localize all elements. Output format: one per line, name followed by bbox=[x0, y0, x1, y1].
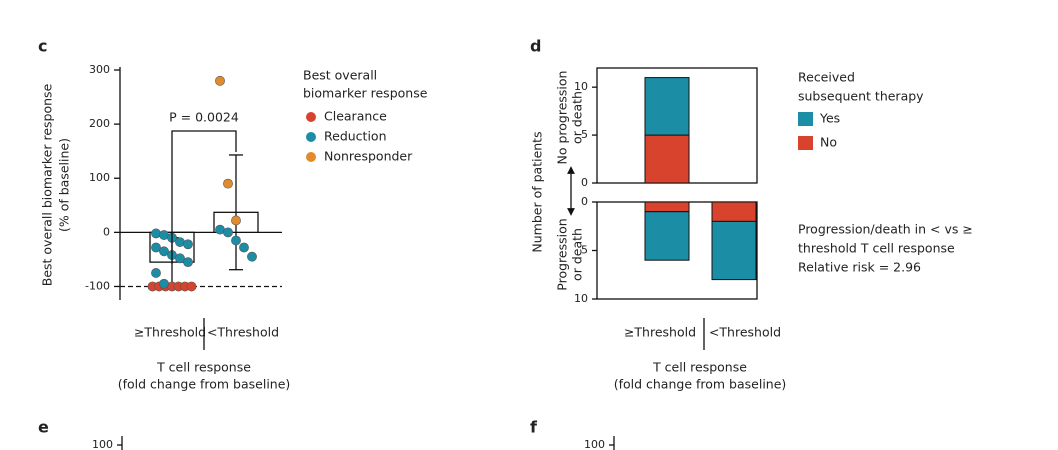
panel-label: c bbox=[38, 37, 47, 56]
x-tick-label: ≥Threshold bbox=[624, 325, 696, 340]
y-tick-label: 100 bbox=[92, 438, 113, 450]
legend-label: Clearance bbox=[324, 109, 387, 124]
y-tick-label: 0 bbox=[581, 195, 588, 208]
legend-title: Received bbox=[798, 70, 855, 85]
y-tick-label: 100 bbox=[584, 438, 605, 450]
annotation: Progression/death in < vs ≥ bbox=[798, 222, 973, 237]
annotation: Relative risk = 2.96 bbox=[798, 260, 921, 275]
legend-title: biomarker response bbox=[303, 86, 428, 101]
data-point bbox=[247, 251, 257, 262]
data-point bbox=[215, 75, 225, 86]
annotation: threshold T cell response bbox=[798, 241, 955, 256]
legend-marker bbox=[306, 152, 316, 162]
y-axis-label: Best overall biomarker response bbox=[40, 83, 55, 286]
legend-title: Best overall bbox=[303, 68, 377, 83]
y-tick-label: 5 bbox=[581, 244, 588, 257]
panel-label: e bbox=[38, 418, 49, 437]
bar-segment bbox=[644, 77, 690, 136]
subplot-label: No progression bbox=[555, 71, 570, 165]
x-axis-label: (fold change from baseline) bbox=[118, 377, 291, 392]
y-tick-label: -100 bbox=[85, 279, 110, 292]
x-tick-label: <Threshold bbox=[207, 325, 279, 340]
y-tick-label: 100 bbox=[89, 171, 110, 184]
y-tick-label: 0 bbox=[581, 176, 588, 189]
legend-label: Reduction bbox=[324, 129, 387, 144]
legend-swatch bbox=[798, 136, 813, 150]
x-tick-label: <Threshold bbox=[709, 325, 781, 340]
data-point bbox=[239, 242, 249, 253]
legend-marker bbox=[306, 112, 316, 122]
legend-swatch bbox=[798, 112, 813, 126]
data-point bbox=[159, 278, 169, 289]
legend-title: subsequent therapy bbox=[798, 89, 924, 104]
data-point bbox=[183, 239, 193, 250]
y-axis-label: (% of baseline) bbox=[57, 138, 72, 232]
legend-label: No bbox=[820, 135, 837, 150]
subplot-label: or death bbox=[570, 228, 585, 281]
x-tick-label: ≥Threshold bbox=[134, 325, 206, 340]
data-point bbox=[151, 228, 161, 239]
bar-segment bbox=[711, 201, 757, 222]
data-point bbox=[186, 281, 197, 292]
y-tick-label: 300 bbox=[89, 63, 110, 76]
bar-segment bbox=[711, 220, 757, 281]
bar-segment bbox=[644, 134, 690, 184]
data-point bbox=[231, 215, 241, 226]
y-tick-label: 10 bbox=[574, 80, 588, 93]
x-axis-label: T cell response bbox=[156, 360, 251, 375]
data-point bbox=[183, 257, 193, 268]
legend-label: Yes bbox=[819, 111, 840, 126]
panel-label: f bbox=[530, 418, 538, 437]
significance-bracket bbox=[171, 130, 237, 265]
y-tick-label: 10 bbox=[574, 292, 588, 305]
panel-label: d bbox=[530, 37, 541, 56]
p-value: P = 0.0024 bbox=[169, 110, 239, 125]
bar-segment bbox=[644, 211, 690, 261]
y-tick-label: 0 bbox=[103, 225, 110, 238]
x-axis-label: (fold change from baseline) bbox=[614, 377, 787, 392]
data-point bbox=[151, 242, 161, 253]
x-axis-label: T cell response bbox=[652, 360, 747, 375]
data-point bbox=[175, 253, 185, 264]
data-point bbox=[151, 268, 161, 278]
subplot-label: or death bbox=[570, 91, 585, 144]
data-point bbox=[231, 235, 241, 246]
y-axis-label: Number of patients bbox=[530, 131, 545, 252]
data-point bbox=[159, 246, 169, 257]
y-tick-label: 5 bbox=[581, 128, 588, 141]
data-point bbox=[223, 178, 233, 189]
data-point bbox=[223, 227, 233, 238]
legend-label: Nonresponder bbox=[324, 149, 413, 164]
subplot-label: Progression bbox=[555, 218, 570, 290]
y-tick-label: 200 bbox=[89, 117, 110, 130]
legend-marker bbox=[306, 132, 316, 142]
bar-segment bbox=[644, 201, 690, 213]
